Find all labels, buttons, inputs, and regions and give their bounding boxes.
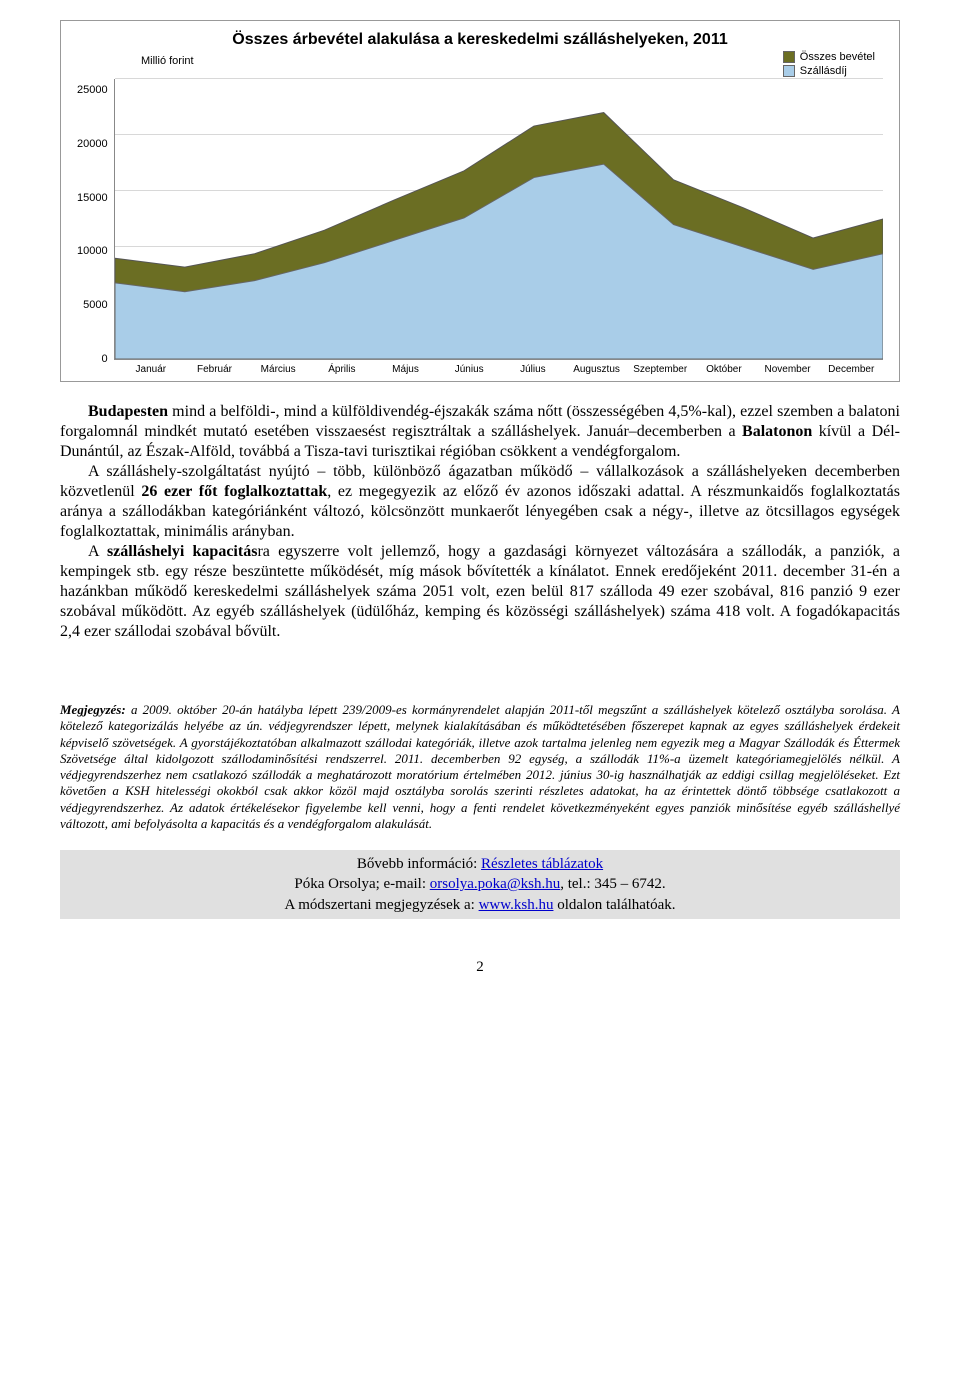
chart-title: Összes árbevétel alakulása a kereskedelm… <box>77 31 883 49</box>
x-tick: Szeptember <box>628 364 692 375</box>
x-tick: Június <box>437 364 501 375</box>
revenue-chart: Összes árbevétel alakulása a kereskedelm… <box>60 20 900 382</box>
y-tick: 10000 <box>77 246 108 257</box>
bold-text: szálláshelyi kapacitás <box>107 543 258 560</box>
x-tick: Október <box>692 364 756 375</box>
legend-item: Összes bevétel <box>783 51 875 63</box>
body-text: Budapesten mind a belföldi-, mind a külf… <box>60 402 900 642</box>
y-axis: 25000 20000 15000 10000 5000 0 <box>77 79 114 359</box>
x-tick: Január <box>119 364 183 375</box>
x-tick: Július <box>501 364 565 375</box>
info-line: Póka Orsolya; e-mail: orsolya.poka@ksh.h… <box>66 874 894 894</box>
x-tick: Február <box>183 364 247 375</box>
note-text: a 2009. október 20-án hatályba lépett 23… <box>60 702 900 831</box>
y-tick: 25000 <box>77 85 108 96</box>
website-link[interactable]: www.ksh.hu <box>479 897 554 913</box>
info-box: Bővebb információ: Részletes táblázatok … <box>60 850 900 919</box>
footnote: Megjegyzés: a 2009. október 20-án hatály… <box>60 702 900 832</box>
paragraph: A szálláshely-szolgáltatást nyújtó – töb… <box>60 462 900 542</box>
bold-text: Budapesten <box>88 403 168 420</box>
legend-swatch-icon <box>783 51 795 63</box>
plot-area <box>114 79 883 360</box>
x-axis: Január Február Március Április Május Jún… <box>119 364 883 375</box>
info-line: Bővebb információ: Részletes táblázatok <box>66 854 894 874</box>
x-tick: November <box>756 364 820 375</box>
chart-legend: Összes bevétel Szállásdíj <box>783 51 875 79</box>
paragraph: Budapesten mind a belföldi-, mind a külf… <box>60 402 900 462</box>
details-link[interactable]: Részletes táblázatok <box>481 856 603 872</box>
page-number: 2 <box>60 959 900 976</box>
legend-label: Összes bevétel <box>800 51 875 63</box>
y-tick: 15000 <box>77 193 108 204</box>
x-tick: Április <box>310 364 374 375</box>
bold-text: Balatonon <box>742 423 812 440</box>
email-link[interactable]: orsolya.poka@ksh.hu <box>430 876 560 892</box>
paragraph: A szálláshelyi kapacitásra egyszerre vol… <box>60 542 900 642</box>
x-tick: Március <box>246 364 310 375</box>
legend-swatch-icon <box>783 65 795 77</box>
y-tick: 20000 <box>77 139 108 150</box>
y-tick: 0 <box>101 354 107 365</box>
chart-plot-wrap: 25000 20000 15000 10000 5000 0 <box>77 79 883 360</box>
x-tick: Május <box>374 364 438 375</box>
chart-y-label: Millió forint <box>141 55 194 67</box>
area-chart-svg <box>115 79 883 359</box>
x-tick: December <box>819 364 883 375</box>
legend-label: Szállásdíj <box>800 65 847 77</box>
bold-text: 26 ezer főt foglalkoztattak <box>141 483 327 500</box>
info-line: A módszertani megjegyzések a: www.ksh.hu… <box>66 895 894 915</box>
legend-item: Szállásdíj <box>783 65 875 77</box>
x-tick: Augusztus <box>565 364 629 375</box>
note-heading: Megjegyzés: <box>60 702 126 717</box>
page-container: Összes árbevétel alakulása a kereskedelm… <box>0 0 960 1016</box>
y-tick: 5000 <box>83 300 107 311</box>
